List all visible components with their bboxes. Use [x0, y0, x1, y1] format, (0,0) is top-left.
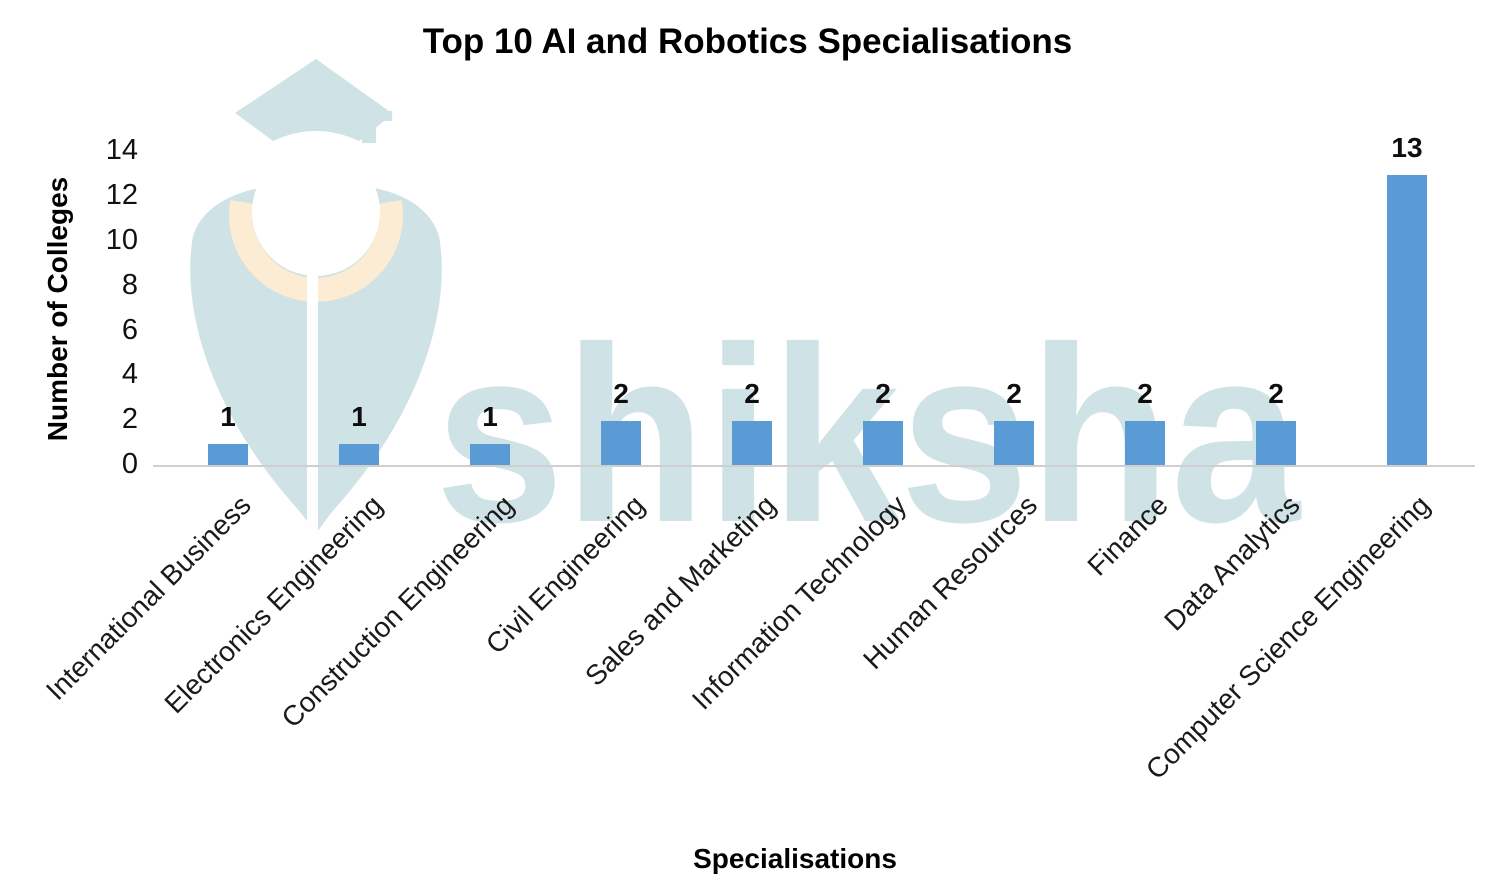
bar-value-label: 2	[1006, 378, 1022, 409]
x-axis-title: Specialisations	[693, 843, 897, 874]
bar	[863, 421, 903, 466]
x-axis-line	[153, 465, 1475, 467]
category-label: Information Technology	[685, 489, 913, 716]
y-tick-label: 14	[105, 134, 138, 167]
category-label: Finance	[1081, 489, 1175, 582]
y-axis-title: Number of Colleges	[42, 176, 73, 442]
chart-title: Top 10 AI and Robotics Specialisations	[422, 22, 1073, 61]
bar	[208, 444, 248, 466]
bar	[601, 421, 641, 466]
bar	[470, 444, 510, 466]
category-label: Construction Engineering	[274, 489, 520, 734]
bar-value-label: 2	[744, 378, 760, 409]
y-tick-label: 8	[121, 268, 138, 301]
bar	[1256, 421, 1296, 466]
bar-value-label: 13	[1391, 132, 1423, 163]
category-label: Data Analytics	[1157, 489, 1306, 637]
nib-peach-arc	[229, 199, 403, 302]
bar	[994, 421, 1034, 466]
y-tick-label: 10	[105, 224, 138, 256]
bar-value-label: 2	[1137, 378, 1153, 409]
bar	[732, 421, 772, 466]
pen-nib-icon	[190, 148, 442, 534]
graduation-cap-icon	[235, 59, 393, 143]
y-tick-label: 12	[105, 179, 138, 212]
y-tick-label: 6	[121, 313, 138, 346]
y-tick-label: 4	[121, 358, 138, 391]
bar	[1125, 421, 1165, 466]
bar-value-label: 2	[613, 378, 629, 409]
bar-value-label: 1	[351, 401, 367, 432]
bar	[1387, 175, 1427, 466]
y-tick-label: 2	[121, 403, 138, 436]
bar-value-label: 2	[875, 378, 891, 409]
y-tick-label: 0	[121, 448, 138, 480]
category-label: Computer Science Engineering	[1140, 489, 1437, 786]
bar-value-label: 1	[482, 401, 498, 432]
bar	[339, 444, 379, 466]
bar-value-label: 1	[220, 401, 236, 432]
bar-value-label: 2	[1268, 378, 1284, 409]
category-label: Electronics Engineering	[158, 489, 389, 720]
